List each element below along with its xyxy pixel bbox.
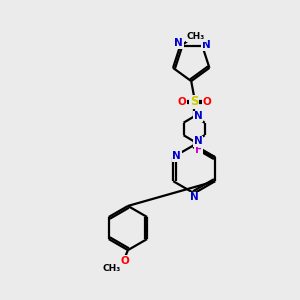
- Text: N: N: [202, 40, 210, 50]
- Text: S: S: [190, 95, 198, 108]
- Text: N: N: [174, 38, 183, 48]
- Text: CH₃: CH₃: [102, 264, 121, 273]
- Text: N: N: [172, 152, 181, 161]
- Text: F: F: [195, 145, 202, 155]
- Text: O: O: [177, 97, 186, 107]
- Text: O: O: [121, 256, 129, 266]
- Text: N: N: [194, 136, 203, 146]
- Text: CH₃: CH₃: [187, 32, 205, 41]
- Text: N: N: [194, 111, 203, 122]
- Text: O: O: [202, 97, 211, 107]
- Text: N: N: [190, 192, 199, 203]
